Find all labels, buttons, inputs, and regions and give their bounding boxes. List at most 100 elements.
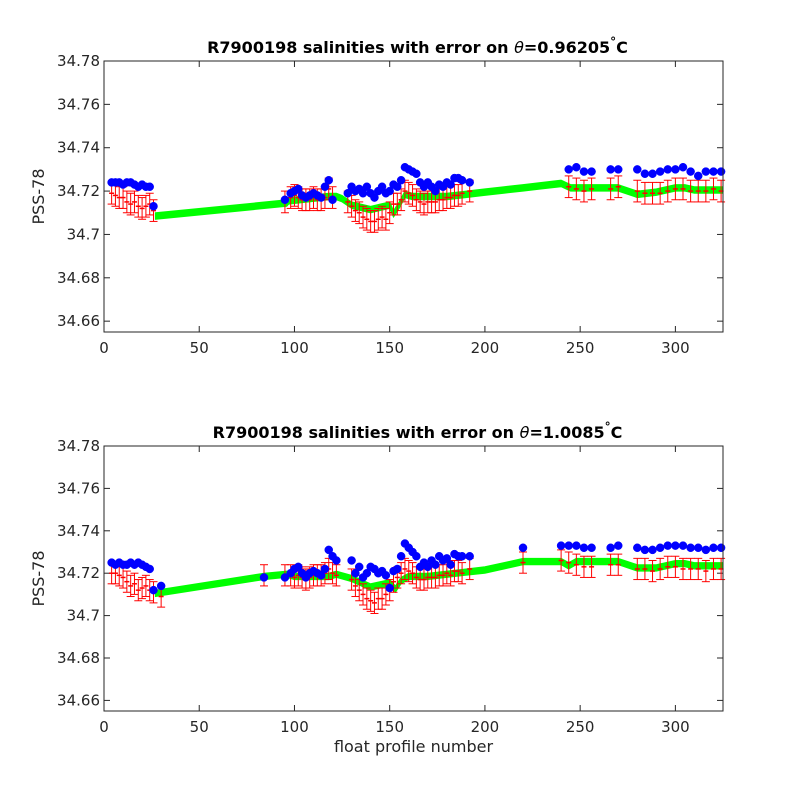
- calibrated-point: [359, 583, 368, 606]
- observed-point: [259, 573, 269, 582]
- calibrated-point: [134, 194, 143, 218]
- calibrated-point: [694, 179, 703, 203]
- calibrated-point: [519, 551, 528, 574]
- calibrated-point: [355, 201, 364, 225]
- observed-point: [412, 551, 421, 561]
- axes-frame-bottom: [103, 445, 724, 712]
- calibrated-point: [134, 579, 143, 602]
- calibrated-point: [419, 192, 428, 216]
- x-tick-label: 250: [566, 339, 595, 357]
- observed-point: [633, 543, 642, 553]
- observed-point: [671, 541, 680, 550]
- x-axis-label-bottom: float profile number: [334, 737, 494, 756]
- observed-point: [701, 167, 711, 176]
- observed-point: [294, 184, 303, 194]
- calibrated-point: [709, 177, 718, 201]
- observed-point: [332, 556, 341, 565]
- calibrated-point: [141, 194, 150, 218]
- x-tick-label: 0: [99, 339, 109, 357]
- y-tick-label: 34.66: [57, 312, 100, 330]
- calibrated-point: [454, 559, 463, 583]
- observed-point: [149, 202, 158, 211]
- observed-point: [640, 545, 650, 555]
- calibrated-point: [378, 205, 387, 229]
- x-tick-label: 150: [375, 339, 404, 357]
- x-tick-label: 100: [280, 339, 309, 357]
- x-tick-label: 200: [471, 339, 500, 357]
- observed-point: [693, 171, 703, 181]
- observed-point: [709, 543, 718, 553]
- calibrated-point: [633, 557, 642, 581]
- observed-point: [655, 543, 665, 553]
- observed-point: [412, 169, 421, 178]
- observed-point: [324, 545, 333, 555]
- x-tick-label: 300: [661, 339, 690, 357]
- axes-frame-top: [103, 60, 724, 333]
- observed-point: [465, 178, 474, 187]
- observed-point: [446, 180, 455, 189]
- calibrated-point: [122, 570, 131, 593]
- observed-point: [294, 562, 303, 572]
- y-tick-label: 34.68: [57, 269, 100, 287]
- y-tick-label: 34.76: [57, 479, 100, 497]
- calibrated-point: [138, 197, 147, 220]
- calibrated-point: [579, 555, 588, 578]
- calibrated-point: [656, 557, 665, 581]
- x-tick-label: 100: [280, 718, 309, 736]
- y-tick-label: 34.68: [57, 649, 100, 667]
- calibrated-point: [564, 551, 573, 574]
- observed-point: [362, 568, 372, 578]
- observed-point: [320, 564, 330, 574]
- calibrated-point: [362, 207, 371, 231]
- calibrated-point: [404, 181, 413, 205]
- calibrated-point: [458, 562, 467, 585]
- observed-point: [678, 162, 688, 172]
- calibrated-point: [679, 177, 688, 201]
- calibrated-point: [138, 576, 147, 600]
- calibrated-point: [648, 559, 657, 583]
- y-axis-label-top: PSS-78: [29, 168, 48, 224]
- observed-point: [648, 545, 657, 555]
- observed-point: [648, 169, 657, 178]
- calibrated-point: [686, 557, 695, 581]
- calibrated-point: [663, 555, 672, 578]
- calibrated-point: [374, 207, 383, 231]
- chart-bottom: 0 50 100 150 200 250 300 34.66 34.68 34.7 34.72 34…: [29, 420, 726, 756]
- calibrated-point: [614, 553, 623, 576]
- observed-point: [280, 573, 290, 582]
- y-tick-label: 34.7: [67, 225, 100, 243]
- observed-point: [640, 169, 650, 178]
- observed-point: [572, 541, 581, 550]
- observed-point: [381, 571, 391, 580]
- y-axis-label-bottom: PSS-78: [29, 550, 48, 606]
- observed-point: [579, 543, 589, 553]
- observed-point: [370, 193, 379, 202]
- observed-point: [446, 560, 455, 569]
- observed-point: [686, 543, 695, 553]
- observed-point: [457, 175, 467, 185]
- calibrated-point: [671, 555, 680, 578]
- observed-point: [457, 551, 467, 561]
- observed-point: [686, 167, 695, 176]
- calibrated-point: [656, 181, 665, 205]
- calibrated-point: [412, 188, 421, 212]
- observed-point: [351, 568, 360, 578]
- calibrated-point: [640, 557, 649, 581]
- observed-point: [572, 162, 581, 172]
- calibrated-point: [640, 181, 649, 205]
- observed-point: [633, 165, 642, 174]
- observed-point: [465, 551, 474, 561]
- observed-point: [385, 583, 394, 593]
- calibrated-point: [126, 192, 135, 216]
- observed-point: [671, 165, 680, 174]
- observed-point: [354, 562, 364, 572]
- calibrated-point: [393, 192, 402, 216]
- observed-point: [347, 556, 356, 565]
- calibrated-point: [408, 562, 417, 585]
- observed-point: [316, 571, 326, 580]
- observed-point: [431, 560, 440, 569]
- calibrated-point: [694, 557, 703, 581]
- observed-point: [693, 543, 703, 553]
- y-tick-label: 34.72: [57, 564, 100, 582]
- y-tick-label: 34.66: [57, 691, 100, 709]
